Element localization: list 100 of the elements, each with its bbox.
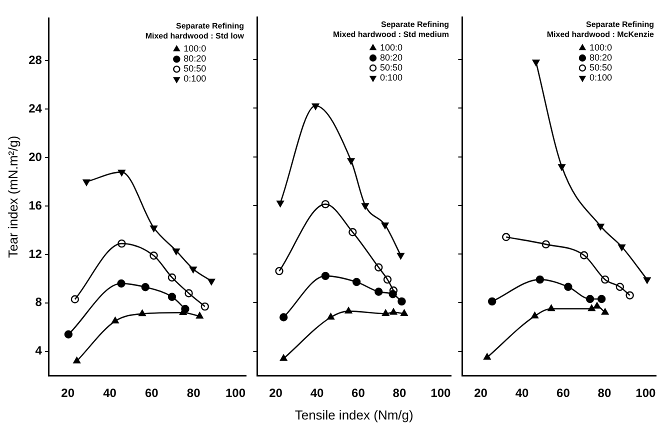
y-tick-label: 24 (28, 101, 42, 116)
legend-label: 100:0 (589, 42, 612, 52)
point (593, 302, 601, 309)
point (327, 313, 334, 320)
point (200, 302, 210, 311)
point (190, 266, 197, 274)
legend-label: 80:20 (380, 52, 403, 62)
legend-label: 0:100 (380, 72, 403, 82)
point (382, 310, 390, 316)
point (275, 266, 284, 276)
point (564, 282, 572, 291)
y-tick-label: 8 (35, 295, 42, 310)
point (279, 313, 288, 322)
point (597, 294, 606, 304)
point (312, 103, 320, 110)
point (502, 232, 510, 242)
point (141, 283, 150, 292)
legend-label: 80:20 (184, 54, 206, 64)
legend-title: Separate Refining Mixed hardwood : Std medium (332, 20, 450, 40)
point (73, 356, 80, 364)
legend-label: 50:50 (184, 64, 206, 74)
point (626, 291, 634, 300)
point (374, 263, 383, 272)
x-tick-label: 60 (556, 386, 570, 400)
point (600, 275, 610, 284)
point (601, 308, 609, 315)
point (542, 240, 550, 248)
x-tick-label: 40 (515, 386, 529, 400)
point (70, 295, 80, 304)
point (532, 60, 540, 66)
point (580, 251, 588, 260)
point (344, 307, 352, 314)
point (536, 275, 544, 284)
point (276, 200, 284, 208)
x-tick-label: 40 (103, 386, 117, 400)
point (150, 252, 158, 260)
point (548, 304, 555, 312)
point (381, 222, 389, 229)
point (150, 225, 158, 232)
point (362, 203, 369, 210)
x-tick-label: 80 (392, 386, 406, 400)
legend-title: Separate Refining Mixed hardwood : McKenzie (546, 20, 655, 40)
point (347, 158, 355, 165)
point (400, 310, 408, 316)
y-tick-label: 16 (28, 198, 42, 212)
point (390, 308, 398, 315)
point (588, 304, 596, 312)
point (321, 272, 330, 280)
point (531, 312, 538, 318)
point (374, 288, 383, 296)
point (558, 164, 566, 171)
point (398, 297, 406, 306)
point (596, 224, 604, 230)
y-axis-title: Tear index (mN.m²/g) (5, 136, 20, 258)
legend-label: 100:0 (380, 42, 403, 52)
point (172, 248, 180, 255)
legend-title: Separate Refining Mixed hardwood : Std low (145, 21, 245, 40)
x-tick-label: 100 (636, 386, 656, 400)
point (618, 244, 626, 251)
point (388, 290, 397, 298)
point (280, 354, 288, 361)
point (112, 316, 119, 324)
point (348, 228, 357, 236)
point (138, 310, 146, 316)
legend-label: 0:100 (184, 74, 206, 84)
point (644, 277, 651, 284)
x-tick-label: 80 (598, 386, 612, 400)
x-tick-label: 20 (61, 386, 75, 400)
point (196, 312, 204, 319)
point (168, 292, 176, 301)
point (616, 282, 624, 291)
y-tick-label: 12 (28, 246, 42, 261)
point (488, 297, 496, 306)
point (184, 289, 193, 298)
legend-label: 80:20 (589, 52, 612, 62)
point (118, 239, 126, 248)
y-tick-label: 20 (28, 150, 42, 164)
point (352, 278, 361, 286)
x-tick-label: 80 (186, 386, 201, 400)
x-tick-label: 100 (226, 386, 246, 400)
point (168, 273, 176, 282)
x-tick-label: 20 (474, 386, 488, 400)
legend-label: 100:0 (184, 44, 206, 54)
y-tick-label: 4 (35, 344, 42, 358)
point (586, 294, 594, 304)
point (484, 353, 491, 360)
point (64, 330, 73, 339)
x-tick-label: 40 (310, 386, 324, 400)
point (397, 252, 404, 260)
x-tick-label: 100 (430, 386, 452, 400)
point (383, 275, 392, 284)
legend-label: 50:50 (589, 62, 612, 72)
x-tick-label: 60 (352, 386, 366, 400)
x-tick-label: 60 (144, 386, 159, 400)
point (208, 278, 216, 286)
point (117, 279, 126, 288)
legend-label: 50:50 (380, 62, 403, 72)
y-tick-label: 28 (28, 52, 42, 67)
legend-label: 0:100 (589, 72, 612, 82)
point (118, 170, 126, 176)
